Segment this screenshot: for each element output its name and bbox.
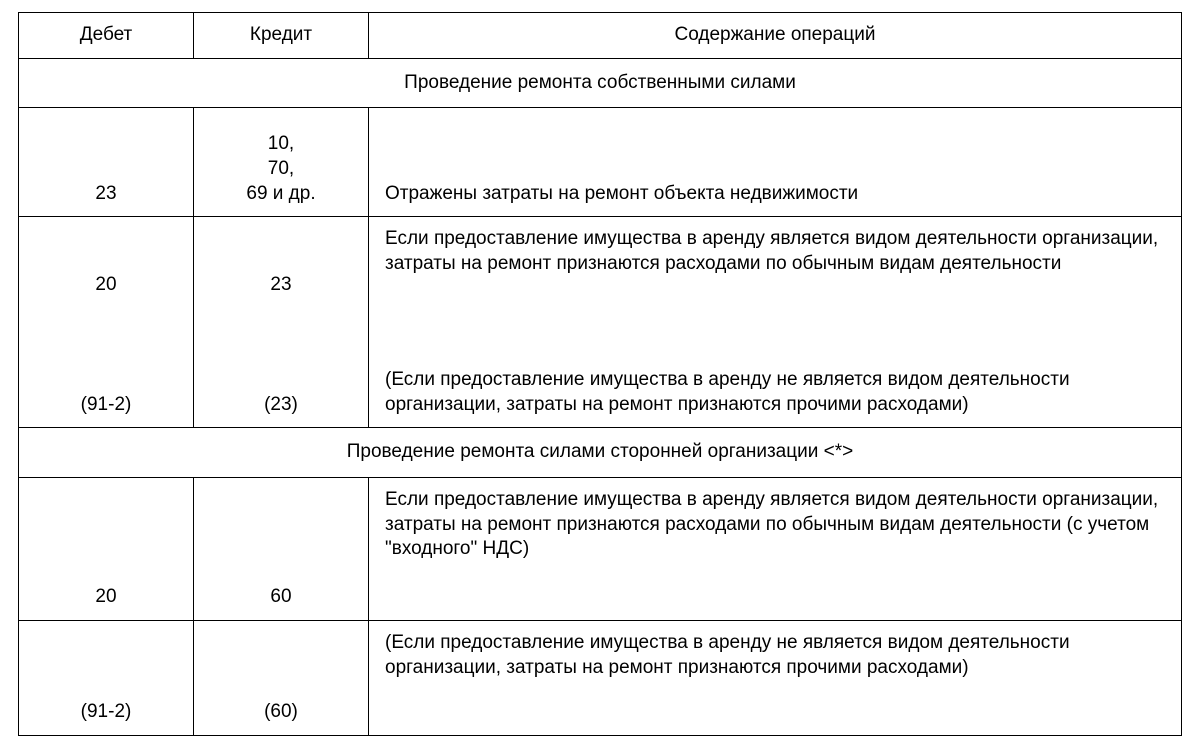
debit-value: 20 <box>25 273 187 298</box>
credit-value: 23 <box>200 273 362 298</box>
section-2-title: Проведение ремонта силами сторонней орга… <box>19 428 1182 478</box>
credit-value-alt: (23) <box>200 393 362 418</box>
section-row: Проведение ремонта собственными силами <box>19 58 1182 108</box>
col-header-desc: Содержание операций <box>369 13 1182 59</box>
cell-debit: 23 <box>19 108 194 217</box>
cell-credit: (60) <box>194 621 369 736</box>
cell-desc: Если предоставление имущества в аренду я… <box>369 478 1182 621</box>
desc-text: Если предоставление имущества в аренду я… <box>385 227 1163 276</box>
cell-debit: 20 (91-2) <box>19 217 194 428</box>
credit-value: (60) <box>200 700 362 725</box>
table-row: 20 (91-2) 23 (23) Если предоставление им… <box>19 217 1182 428</box>
table-row: 20 60 Если предоставление имущества в ар… <box>19 478 1182 621</box>
desc-text-alt: (Если предоставление имущества в аренду … <box>385 368 1163 417</box>
table-row: 23 10, 70, 69 и др. Отражены затраты на … <box>19 108 1182 217</box>
table-header-row: Дебет Кредит Содержание операций <box>19 13 1182 59</box>
credit-value: 60 <box>200 585 362 610</box>
cell-credit: 10, 70, 69 и др. <box>194 108 369 217</box>
desc-text: (Если предоставление имущества в аренду … <box>385 632 1070 678</box>
desc-text: Отражены затраты на ремонт объекта недви… <box>385 182 1163 207</box>
cell-desc: (Если предоставление имущества в аренду … <box>369 621 1182 736</box>
credit-value-line: 70, <box>200 157 362 182</box>
cell-desc: Отражены затраты на ремонт объекта недви… <box>369 108 1182 217</box>
debit-value: 20 <box>25 585 187 610</box>
desc-text: Если предоставление имущества в аренду я… <box>385 489 1158 559</box>
cell-desc: Если предоставление имущества в аренду я… <box>369 217 1182 428</box>
table-row: (91-2) (60) (Если предоставление имущест… <box>19 621 1182 736</box>
debit-value: (91-2) <box>25 700 187 725</box>
section-1-title: Проведение ремонта собственными силами <box>19 58 1182 108</box>
cell-credit: 23 (23) <box>194 217 369 428</box>
credit-value-line: 69 и др. <box>200 182 362 207</box>
cell-debit: (91-2) <box>19 621 194 736</box>
col-header-debit: Дебет <box>19 13 194 59</box>
cell-credit: 60 <box>194 478 369 621</box>
debit-value: 23 <box>25 182 187 207</box>
credit-value-line: 10, <box>200 132 362 157</box>
debit-value-alt: (91-2) <box>25 393 187 418</box>
accounting-entries-table: Дебет Кредит Содержание операций Проведе… <box>18 12 1182 736</box>
cell-debit: 20 <box>19 478 194 621</box>
col-header-credit: Кредит <box>194 13 369 59</box>
section-row: Проведение ремонта силами сторонней орга… <box>19 428 1182 478</box>
